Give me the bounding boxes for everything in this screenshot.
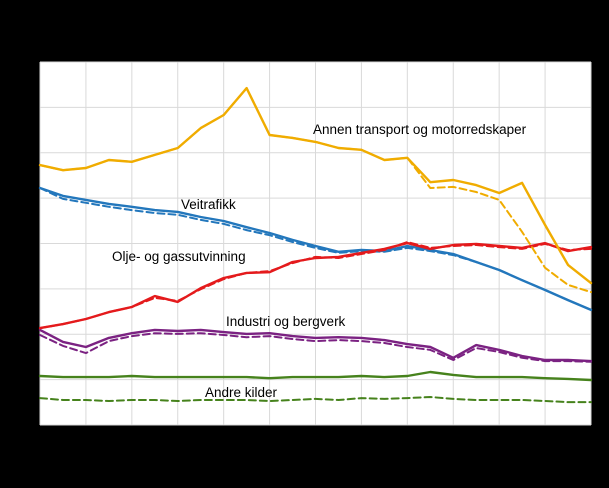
series-label-olje-og-gassutvinning: Olje- og gassutvinning — [112, 249, 246, 264]
series-label-veitrafikk: Veitrafikk — [181, 197, 236, 212]
series-label-andre-kilder: Andre kilder — [205, 385, 278, 400]
series-label-annen-transport-og-motorredskaper: Annen transport og motorredskaper — [313, 122, 527, 137]
series-label-industri-og-bergverk: Industri og bergverk — [226, 314, 346, 329]
